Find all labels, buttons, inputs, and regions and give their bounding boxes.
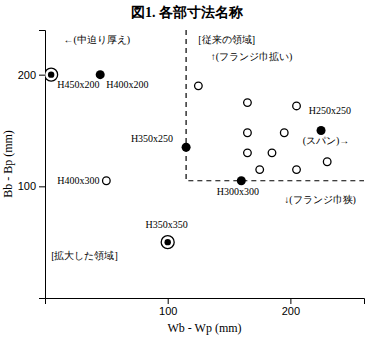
x-tick-label: 200 — [282, 305, 300, 317]
point — [256, 166, 264, 174]
point-dot — [96, 70, 105, 79]
point-core — [48, 71, 54, 77]
point-dot — [293, 102, 301, 110]
point-dot — [182, 143, 191, 152]
annotation: H350x250 — [131, 133, 173, 144]
y-axis-label: Bb - Bp (mm) — [1, 130, 15, 198]
point-dot — [237, 176, 246, 185]
point — [45, 68, 58, 81]
point — [237, 176, 246, 185]
x-axis: 100 200 — [46, 298, 365, 317]
annotation: H300x300 — [217, 186, 259, 197]
x-tick: 200 — [282, 298, 300, 317]
chart: 100 200 100 200 H450x200 H400x200 ←(中迫り厚え) [従来の… — [0, 0, 374, 338]
y-tick-mark — [39, 75, 45, 76]
point — [293, 102, 301, 110]
annotation: ←(中迫り厚え) — [63, 34, 130, 46]
point-dot — [256, 166, 264, 174]
y-tick: 200 — [18, 69, 45, 81]
y-tick-label: 100 — [18, 180, 36, 192]
point — [103, 177, 111, 185]
point-dot — [268, 149, 276, 157]
point-core — [164, 239, 170, 245]
annotation: ↑(フランジ巾拡い) — [211, 51, 293, 63]
annotations: H450x200 H400x200 ←(中迫り厚え) [従来の領域] ↑(フランジ巾拡い… — [51, 34, 356, 261]
point-dot — [244, 99, 252, 107]
point — [293, 166, 301, 174]
point — [244, 129, 252, 137]
x-tick-mark — [290, 298, 291, 304]
marks — [45, 30, 364, 249]
point-dot — [280, 129, 288, 137]
x-tick: 100 — [159, 298, 177, 317]
point-ring — [161, 236, 174, 249]
point — [161, 236, 174, 249]
point — [182, 143, 191, 152]
point-dot — [293, 166, 301, 174]
plot: 100 200 100 200 H450x200 H400x200 ←(中迫り厚え) [従来の… — [18, 30, 365, 317]
point-ring — [45, 68, 58, 81]
point — [195, 82, 203, 90]
point-dot — [103, 177, 111, 185]
annotation: H350x350 — [146, 219, 188, 230]
annotation: H400x300 — [57, 175, 99, 186]
x-tick-mark — [168, 298, 169, 304]
point — [244, 99, 252, 107]
x-axis-label: Wb - Wp (mm) — [167, 321, 241, 335]
y-tick: 100 — [18, 180, 45, 192]
x-axis-line — [46, 299, 365, 305]
point-dot — [195, 82, 203, 90]
annotation: H250x250 — [309, 105, 351, 116]
annotation: [拡大した領域] — [51, 250, 118, 261]
annotation: ↓(フランジ巾狭) — [284, 194, 356, 206]
point — [323, 158, 331, 166]
y-tick-label: 200 — [18, 69, 36, 81]
point-dot — [323, 158, 331, 166]
point-dot — [244, 129, 252, 137]
annotation: (スパン)→ — [303, 135, 350, 147]
y-tick-mark — [39, 186, 45, 187]
annotation: H450x200 — [57, 79, 99, 90]
point — [244, 149, 252, 157]
point — [280, 129, 288, 137]
point — [317, 126, 326, 135]
point-dot — [244, 149, 252, 157]
region-boundary — [186, 30, 364, 181]
y-axis-line — [39, 31, 46, 299]
annotation: H400x200 — [106, 79, 148, 90]
y-axis: 100 200 — [18, 31, 46, 299]
title: 図1. 各部寸法名称 — [131, 4, 243, 20]
annotation: [従来の領域] — [198, 34, 255, 45]
point — [268, 149, 276, 157]
x-tick-label: 100 — [159, 305, 177, 317]
point-dot — [317, 126, 326, 135]
point — [96, 70, 105, 79]
